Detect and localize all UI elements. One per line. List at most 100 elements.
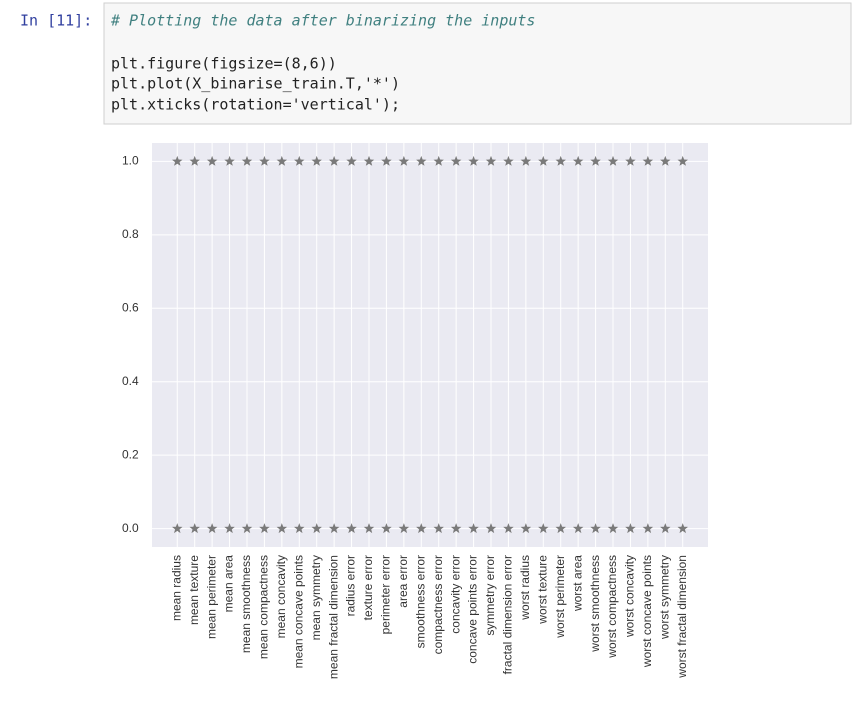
- marker: [363, 523, 375, 534]
- code-line: plt.xticks(rotation='vertical');: [111, 96, 400, 114]
- marker: [555, 523, 566, 534]
- y-tick-label: 1.0: [122, 154, 139, 168]
- marker: [677, 155, 688, 166]
- marker: [450, 155, 462, 166]
- code-line: plt.figure(figsize=(8,6)): [111, 55, 337, 73]
- marker: [363, 155, 375, 166]
- prompt: In [11]:: [20, 12, 92, 30]
- x-tick-label: smoothness error: [413, 555, 427, 648]
- marker: [398, 155, 410, 166]
- marker: [398, 523, 410, 534]
- x-tick-label: fractal dimension error: [501, 555, 515, 674]
- marker: [590, 155, 601, 166]
- x-tick-label: worst area: [570, 555, 584, 612]
- marker: [224, 523, 235, 534]
- x-tick-label: area error: [396, 555, 410, 608]
- x-tick-label: worst concavity: [623, 555, 637, 638]
- x-tick-label: worst perimeter: [553, 555, 567, 639]
- x-tick-label: worst fractal dimension: [675, 555, 689, 679]
- marker: [416, 523, 427, 534]
- marker: [468, 155, 479, 166]
- marker: [224, 155, 235, 166]
- marker: [189, 155, 200, 166]
- x-tick-label: mean perimeter: [204, 555, 218, 639]
- marker: [311, 523, 322, 534]
- marker: [328, 523, 340, 534]
- marker: [607, 155, 619, 166]
- code-cell[interactable]: [103, 2, 852, 125]
- marker: [485, 523, 497, 534]
- marker: [520, 523, 532, 534]
- marker: [572, 523, 584, 534]
- marker: [294, 155, 305, 166]
- x-tick-label: mean texture: [187, 555, 201, 625]
- marker: [642, 155, 654, 166]
- x-tick-label: worst concave points: [640, 555, 654, 668]
- x-tick-label: mean smoothness: [239, 555, 253, 653]
- marker: [503, 523, 514, 534]
- x-tick-label: worst compactness: [605, 555, 619, 659]
- marker: [538, 523, 549, 534]
- marker: [276, 155, 288, 166]
- marker: [433, 523, 444, 534]
- marker: [381, 523, 392, 534]
- x-tick-label: mean compactness: [257, 555, 271, 659]
- x-tick-label: worst symmetry: [657, 555, 671, 640]
- y-tick-label: 0.0: [122, 521, 139, 535]
- marker: [311, 155, 322, 166]
- marker: [206, 523, 218, 534]
- marker: [590, 523, 601, 534]
- y-tick-label: 0.8: [122, 227, 139, 241]
- y-tick-label: 0.6: [122, 300, 139, 314]
- marker: [660, 155, 671, 166]
- marker: [625, 523, 636, 534]
- marker: [206, 155, 218, 166]
- marker: [450, 523, 462, 534]
- marker: [172, 523, 183, 534]
- x-tick-label: perimeter error: [379, 555, 393, 634]
- marker: [433, 155, 444, 166]
- x-tick-label: symmetry error: [483, 555, 497, 636]
- x-tick-label: mean radius: [169, 555, 183, 621]
- marker: [172, 155, 183, 166]
- x-tick-label: worst smoothness: [588, 555, 602, 653]
- marker: [538, 155, 549, 166]
- x-tick-label: mean symmetry: [309, 555, 323, 640]
- marker: [625, 155, 636, 166]
- marker: [468, 523, 479, 534]
- x-tick-label: mean fractal dimension: [326, 555, 340, 679]
- marker: [381, 155, 392, 166]
- marker: [572, 155, 584, 166]
- marker: [346, 523, 357, 534]
- marker: [189, 523, 200, 534]
- marker: [259, 155, 270, 166]
- y-tick-label: 0.2: [122, 447, 139, 461]
- x-tick-label: concave points error: [466, 555, 480, 664]
- x-tick-label: compactness error: [431, 555, 445, 654]
- marker: [607, 523, 619, 534]
- marker: [241, 155, 253, 166]
- marker: [416, 155, 427, 166]
- plot-area: [152, 143, 708, 547]
- x-tick-label: mean concave points: [291, 555, 305, 668]
- marker: [259, 523, 270, 534]
- marker: [677, 523, 688, 534]
- marker: [328, 155, 340, 166]
- x-tick-label: worst texture: [535, 555, 549, 625]
- marker: [503, 155, 514, 166]
- marker: [660, 523, 671, 534]
- marker: [241, 523, 253, 534]
- marker: [520, 155, 532, 166]
- x-tick-label: mean concavity: [274, 555, 288, 638]
- marker: [276, 523, 288, 534]
- x-tick-label: concavity error: [448, 555, 462, 634]
- code-line: plt.plot(X_binarise_train.T,'*'): [111, 75, 400, 93]
- marker: [346, 155, 357, 166]
- x-tick-label: worst radius: [518, 555, 532, 621]
- x-tick-label: radius error: [344, 555, 358, 616]
- marker: [294, 523, 305, 534]
- x-tick-label: texture error: [361, 555, 375, 620]
- marker: [485, 155, 497, 166]
